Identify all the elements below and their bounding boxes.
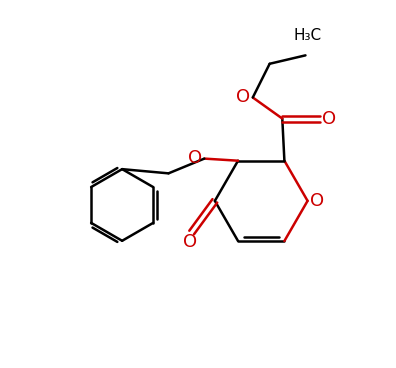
Text: O: O [310,192,324,210]
Text: O: O [236,88,251,106]
Text: O: O [188,149,202,167]
Text: O: O [183,233,197,251]
Text: O: O [322,110,337,128]
Text: H₃C: H₃C [293,28,322,43]
